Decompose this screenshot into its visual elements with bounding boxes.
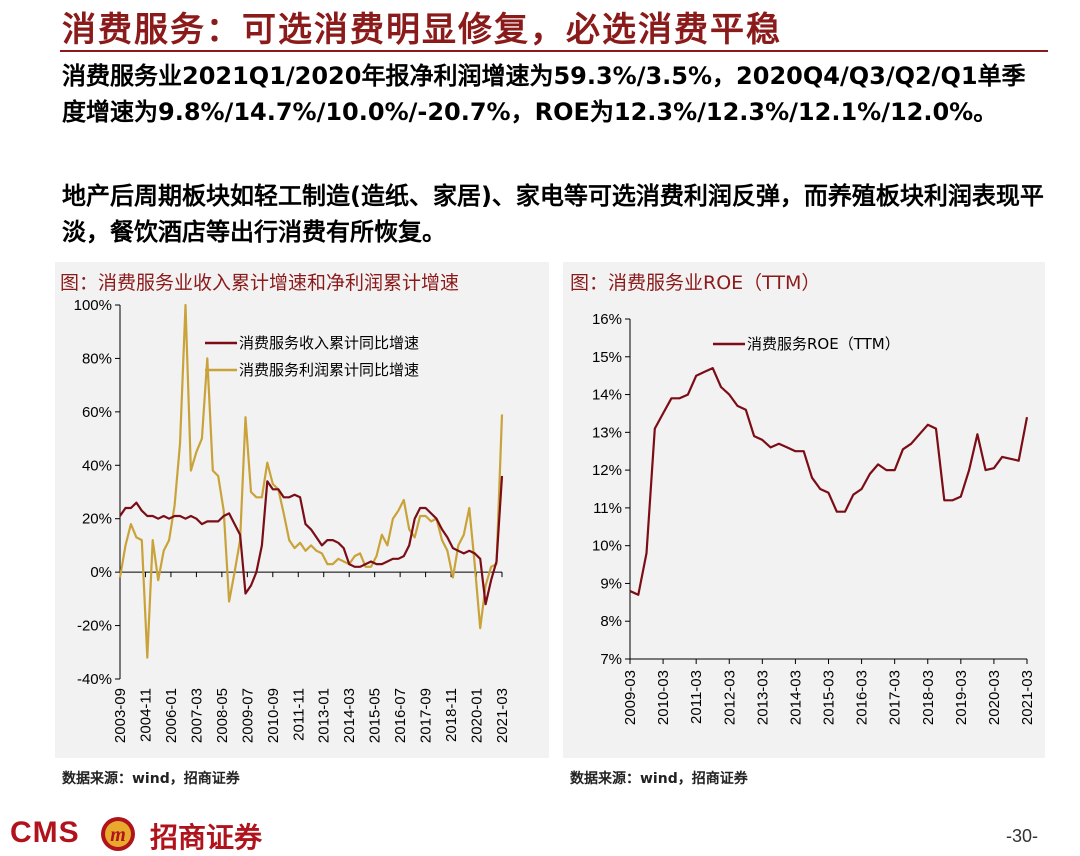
x-tick-label: 2021-03	[494, 688, 511, 743]
legend-label-1: 消费服务收入累计同比增速	[239, 334, 419, 352]
legend-label-2: 消费服务利润累计同比增速	[239, 361, 419, 379]
x-tick-label: 2014-03	[341, 688, 358, 743]
title-divider	[60, 50, 1048, 52]
y-tick-label: 0%	[90, 564, 112, 581]
x-tick-label: 2014-03	[787, 670, 804, 725]
source-note-growth: 数据来源：wind，招商证券	[62, 771, 240, 787]
y-tick-label: 60%	[82, 404, 112, 421]
summary-paragraph-2: 地产后周期板块如轻工制造(造纸、家居)、家电等可选消费利润反弹，而养殖板块利润表…	[62, 182, 1044, 246]
y-tick-label: 15%	[592, 349, 622, 366]
x-tick-label: 2009-07	[239, 688, 256, 743]
y-tick-label: 40%	[82, 457, 112, 474]
y-tick-label: 10%	[592, 538, 622, 555]
x-tick-label: 2015-05	[367, 688, 384, 743]
y-tick-label: -40%	[77, 671, 112, 688]
chart-title-roe: 图：消费服务业ROE（TTM）	[570, 272, 821, 294]
x-tick-label: 2021-03	[1019, 670, 1036, 725]
x-tick-label: 2020-03	[986, 670, 1003, 725]
x-tick-label: 2017-09	[418, 688, 435, 743]
summary-paragraph-1: 消费服务业2021Q1/2020年报净利润增速为59.3%/3.5%，2020Q…	[62, 62, 1026, 126]
y-tick-label: 13%	[592, 424, 622, 441]
y-tick-label: 11%	[593, 500, 622, 517]
x-tick-label: 2016-07	[392, 688, 409, 743]
logo-badge-letter: m	[110, 824, 126, 846]
chart-panel-roe	[563, 262, 1045, 758]
x-tick-label: 2018-11	[443, 688, 460, 742]
x-tick-label: 2017-03	[887, 670, 904, 725]
logo-chinese-name: 招商证券	[150, 821, 263, 854]
y-tick-label: 7%	[600, 651, 622, 668]
x-tick-label: 2013-03	[754, 670, 771, 725]
x-tick-label: 2011-11	[290, 688, 307, 741]
logo-text: CMS	[10, 816, 80, 849]
legend-label-1: 消费服务ROE（TTM）	[747, 335, 900, 353]
series-line-2	[118, 303, 504, 659]
series-line-1	[119, 475, 504, 606]
y-tick-label: 16%	[592, 311, 622, 328]
y-tick-label: 8%	[600, 613, 622, 630]
x-tick-label: 2013-01	[316, 688, 333, 743]
x-tick-label: 2015-03	[821, 670, 838, 725]
logo-badge-icon: m	[101, 817, 135, 851]
x-tick-label: 2010-03	[655, 670, 672, 725]
x-tick-label: 2008-05	[214, 688, 231, 743]
page-number: -30-	[1005, 826, 1038, 846]
x-tick-label: 2006-01	[163, 688, 180, 743]
y-tick-label: -20%	[77, 618, 112, 635]
y-tick-label: 100%	[74, 297, 112, 314]
x-tick-label: 2010-09	[265, 688, 282, 743]
x-tick-label: 2019-03	[953, 670, 970, 725]
chart-title-growth: 图：消费服务业收入累计增速和净利润累计增速	[60, 272, 460, 294]
x-tick-label: 2011-03	[688, 670, 705, 724]
x-tick-label: 2009-03	[622, 670, 639, 725]
x-tick-label: 2007-03	[188, 688, 205, 743]
x-tick-label: 2020-01	[469, 688, 486, 743]
y-tick-label: 20%	[82, 511, 112, 528]
y-tick-label: 12%	[592, 462, 622, 479]
x-tick-label: 2016-03	[854, 670, 871, 725]
y-tick-label: 14%	[592, 387, 622, 404]
series-line-1	[629, 367, 1029, 596]
y-tick-label: 9%	[600, 575, 622, 592]
slide-title: 消费服务：可选消费明显修复，必选消费平稳	[62, 10, 782, 50]
x-tick-label: 2012-03	[721, 670, 738, 725]
x-tick-label: 2018-03	[920, 670, 937, 725]
x-tick-label: 2003-09	[112, 688, 129, 743]
source-note-roe: 数据来源：wind，招商证券	[570, 771, 748, 787]
y-tick-label: 80%	[82, 350, 112, 367]
x-tick-label: 2004-11	[137, 688, 154, 742]
